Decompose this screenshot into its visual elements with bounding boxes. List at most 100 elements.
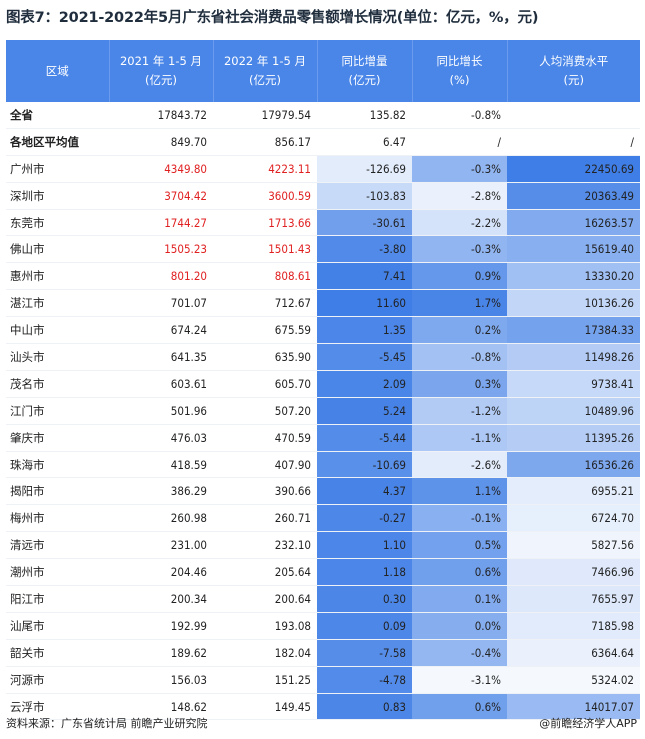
per-capita-cell — [507, 102, 640, 129]
header-2022: 2022 年 1-5 月 (亿元) — [213, 40, 318, 102]
value-2022-cell: 182.04 — [213, 639, 317, 667]
growth-cell: -0.1% — [412, 504, 507, 533]
value-2022-cell: 856.17 — [213, 128, 317, 156]
table-row: 韶关市 189.62 182.04 -7.58 -0.4% 6364.64 — [6, 639, 640, 667]
table-row: 东莞市 1744.27 1713.66 -30.61 -2.2% 16263.57 — [6, 209, 640, 237]
value-2021-cell: 231.00 — [109, 531, 213, 560]
per-capita-cell: 11498.26 — [507, 343, 640, 371]
header-per-capita: 人均消费水平 (元) — [507, 40, 640, 102]
table-row: 阳江市 200.34 200.64 0.30 0.1% 7655.97 — [6, 585, 640, 613]
region-cell: 中山市 — [6, 316, 109, 345]
value-2022-cell: 390.66 — [213, 477, 317, 506]
increment-cell: -30.61 — [317, 209, 412, 237]
growth-cell: 0.9% — [412, 262, 507, 291]
growth-cell: -2.2% — [412, 209, 507, 237]
growth-cell: / — [412, 128, 507, 156]
region-cell: 阳江市 — [6, 585, 109, 613]
value-2021-cell: 386.29 — [109, 477, 213, 506]
increment-cell: -5.45 — [317, 343, 412, 371]
value-2022-cell: 1713.66 — [213, 209, 317, 237]
table-row: 河源市 156.03 151.25 -4.78 -3.1% 5324.02 — [6, 666, 640, 694]
value-2022-cell: 808.61 — [213, 262, 317, 291]
source-note: 资料来源：广东省统计局 前瞻产业研究院 — [6, 717, 208, 730]
value-2022-cell: 675.59 — [213, 316, 317, 345]
header-region: 区域 — [6, 40, 110, 102]
per-capita-cell: 7655.97 — [507, 585, 640, 613]
per-capita-cell: 11395.26 — [507, 424, 640, 452]
growth-cell: 0.5% — [412, 531, 507, 560]
table-row: 肇庆市 476.03 470.59 -5.44 -1.1% 11395.26 — [6, 424, 640, 452]
growth-cell: -0.8% — [412, 343, 507, 371]
increment-cell: 0.83 — [317, 693, 412, 721]
per-capita-cell: 15619.40 — [507, 235, 640, 264]
value-2021-cell: 849.70 — [109, 128, 213, 156]
value-2022-cell: 635.90 — [213, 343, 317, 371]
growth-cell: -0.3% — [412, 235, 507, 264]
growth-cell: 1.1% — [412, 477, 507, 506]
value-2021-cell: 1744.27 — [109, 209, 213, 237]
growth-cell: -1.1% — [412, 424, 507, 452]
region-cell: 潮州市 — [6, 558, 109, 587]
increment-cell: -7.58 — [317, 639, 412, 667]
increment-cell: -10.69 — [317, 451, 412, 479]
value-2022-cell: 149.45 — [213, 693, 317, 721]
region-cell: 河源市 — [6, 666, 109, 694]
table-row: 揭阳市 386.29 390.66 4.37 1.1% 6955.21 — [6, 477, 640, 506]
increment-cell: 135.82 — [317, 102, 412, 129]
chart-title: 图表7：2021-2022年5月广东省社会消费品零售额增长情况(单位：亿元，%，… — [6, 10, 539, 26]
growth-cell: 0.1% — [412, 585, 507, 613]
growth-cell: 0.2% — [412, 316, 507, 345]
increment-cell: 0.09 — [317, 612, 412, 640]
value-2022-cell: 470.59 — [213, 424, 317, 452]
increment-cell: 1.35 — [317, 316, 412, 345]
value-2022-cell: 200.64 — [213, 585, 317, 613]
table-row: 清远市 231.00 232.10 1.10 0.5% 5827.56 — [6, 531, 640, 560]
region-cell: 汕尾市 — [6, 612, 109, 640]
per-capita-cell: 16536.26 — [507, 451, 640, 479]
increment-cell: 1.18 — [317, 558, 412, 587]
table-row: 深圳市 3704.42 3600.59 -103.83 -2.8% 20363.49 — [6, 182, 640, 210]
value-2022-cell: 4223.11 — [213, 155, 317, 183]
growth-cell: 0.0% — [412, 612, 507, 640]
value-2021-cell: 641.35 — [109, 343, 213, 371]
value-2021-cell: 156.03 — [109, 666, 213, 694]
value-2022-cell: 507.20 — [213, 397, 317, 425]
value-2021-cell: 603.61 — [109, 370, 213, 398]
region-cell: 佛山市 — [6, 235, 109, 264]
increment-cell: 7.41 — [317, 262, 412, 291]
per-capita-cell: 5827.56 — [507, 531, 640, 560]
per-capita-cell: 7185.98 — [507, 612, 640, 640]
value-2021-cell: 148.62 — [109, 693, 213, 721]
region-cell: 江门市 — [6, 397, 109, 425]
region-cell: 深圳市 — [6, 182, 109, 210]
region-cell: 珠海市 — [6, 451, 109, 479]
per-capita-cell: 20363.49 — [507, 182, 640, 210]
value-2021-cell: 192.99 — [109, 612, 213, 640]
header-2021: 2021 年 1-5 月 (亿元) — [109, 40, 214, 102]
table-row: 云浮市 148.62 149.45 0.83 0.6% 14017.07 — [6, 693, 640, 721]
table-row: 中山市 674.24 675.59 1.35 0.2% 17384.33 — [6, 316, 640, 345]
per-capita-cell: 6955.21 — [507, 477, 640, 506]
value-2022-cell: 260.71 — [213, 504, 317, 533]
table-row: 湛江市 701.07 712.67 11.60 1.7% 10136.26 — [6, 289, 640, 318]
value-2021-cell: 501.96 — [109, 397, 213, 425]
increment-cell: -4.78 — [317, 666, 412, 694]
per-capita-cell: 22450.69 — [507, 155, 640, 183]
region-cell: 揭阳市 — [6, 477, 109, 506]
region-cell: 惠州市 — [6, 262, 109, 291]
table-row: 江门市 501.96 507.20 5.24 -1.2% 10489.96 — [6, 397, 640, 425]
brand-note: @前瞻经济学人APP — [539, 717, 637, 730]
value-2021-cell: 200.34 — [109, 585, 213, 613]
value-2022-cell: 1501.43 — [213, 235, 317, 264]
value-2021-cell: 476.03 — [109, 424, 213, 452]
region-cell: 各地区平均值 — [6, 128, 109, 156]
header-row: 区域 2021 年 1-5 月 (亿元) 2022 年 1-5 月 (亿元) 同比增… — [6, 40, 640, 102]
per-capita-cell: 16263.57 — [507, 209, 640, 237]
growth-cell: -0.4% — [412, 639, 507, 667]
per-capita-cell: 17384.33 — [507, 316, 640, 345]
per-capita-cell: 6724.70 — [507, 504, 640, 533]
table-row: 茂名市 603.61 605.70 2.09 0.3% 9738.41 — [6, 370, 640, 398]
value-2022-cell: 407.90 — [213, 451, 317, 479]
increment-cell: 0.30 — [317, 585, 412, 613]
table-row: 广州市 4349.80 4223.11 -126.69 -0.3% 22450.69 — [6, 155, 640, 183]
